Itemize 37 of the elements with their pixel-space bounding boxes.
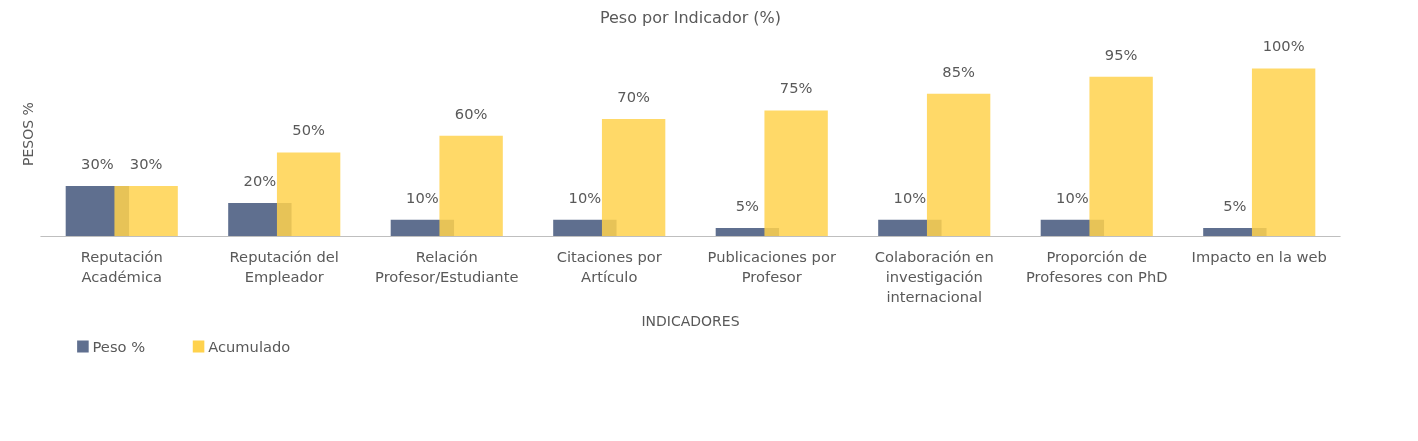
legend-label: Acumulado xyxy=(208,338,291,355)
bar xyxy=(1089,76,1153,237)
data-label: 10% xyxy=(568,188,602,206)
data-label: 50% xyxy=(292,121,325,139)
bar xyxy=(764,110,828,237)
x-axis-title: INDICADORES xyxy=(641,313,740,330)
x-tick-label: Colaboración en investigación internacional xyxy=(874,247,994,306)
data-label: 75% xyxy=(779,79,813,97)
data-label: 85% xyxy=(942,62,975,80)
data-label: 10% xyxy=(893,188,927,206)
bar xyxy=(1251,68,1316,237)
x-tick-label: Reputación Académica xyxy=(80,247,163,285)
bar xyxy=(114,186,178,237)
data-label: 30% xyxy=(129,155,163,173)
data-label: 60% xyxy=(454,104,488,122)
x-tick-label: Publicaciones por Profesor xyxy=(707,247,837,285)
x-tick-label: Proporción de Profesores con PhD xyxy=(1026,247,1168,285)
x-tick-label: Impacto en la web xyxy=(1191,247,1327,265)
data-label: 10% xyxy=(406,188,439,206)
bar xyxy=(926,93,991,237)
x-tick-label: Relación Profesor/Estudiante xyxy=(375,247,519,285)
y-axis-title: PESOS % xyxy=(19,102,36,166)
bar xyxy=(439,135,503,237)
x-tick-label: Citaciones por Artículo xyxy=(556,247,663,285)
data-label: 5% xyxy=(735,197,760,215)
data-label: 20% xyxy=(243,171,277,189)
chart-title: Peso por Indicador (%) xyxy=(599,7,782,27)
x-tick-label: Reputación del Empleador xyxy=(229,247,339,285)
data-label: 5% xyxy=(1223,197,1247,215)
legend-label: Peso % xyxy=(92,338,146,355)
bar xyxy=(276,152,341,237)
bar xyxy=(601,118,666,237)
data-label: 30% xyxy=(81,155,114,173)
data-label: 100% xyxy=(1262,37,1305,55)
data-label: 70% xyxy=(617,87,650,105)
data-label: 10% xyxy=(1056,188,1089,206)
data-label: 95% xyxy=(1104,45,1138,63)
